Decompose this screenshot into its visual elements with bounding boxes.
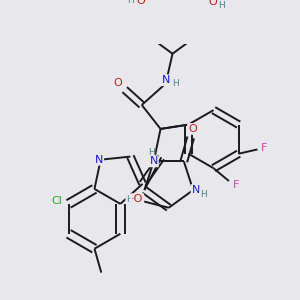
Text: Cl: Cl — [51, 196, 62, 206]
Text: H: H — [172, 79, 178, 88]
Text: H: H — [200, 190, 207, 199]
Text: N: N — [191, 185, 200, 195]
Text: O: O — [188, 124, 197, 134]
Text: H: H — [126, 195, 133, 204]
Text: F: F — [261, 143, 268, 153]
Text: H: H — [218, 2, 225, 10]
Text: N: N — [161, 75, 170, 85]
Text: O: O — [208, 0, 217, 8]
Text: N: N — [95, 155, 103, 165]
Text: ·O: ·O — [131, 194, 143, 204]
Text: O: O — [136, 0, 145, 6]
Text: O: O — [113, 78, 122, 88]
Text: F: F — [232, 180, 239, 190]
Text: H: H — [127, 0, 134, 5]
Text: N: N — [149, 156, 158, 167]
Text: H: H — [148, 148, 154, 157]
